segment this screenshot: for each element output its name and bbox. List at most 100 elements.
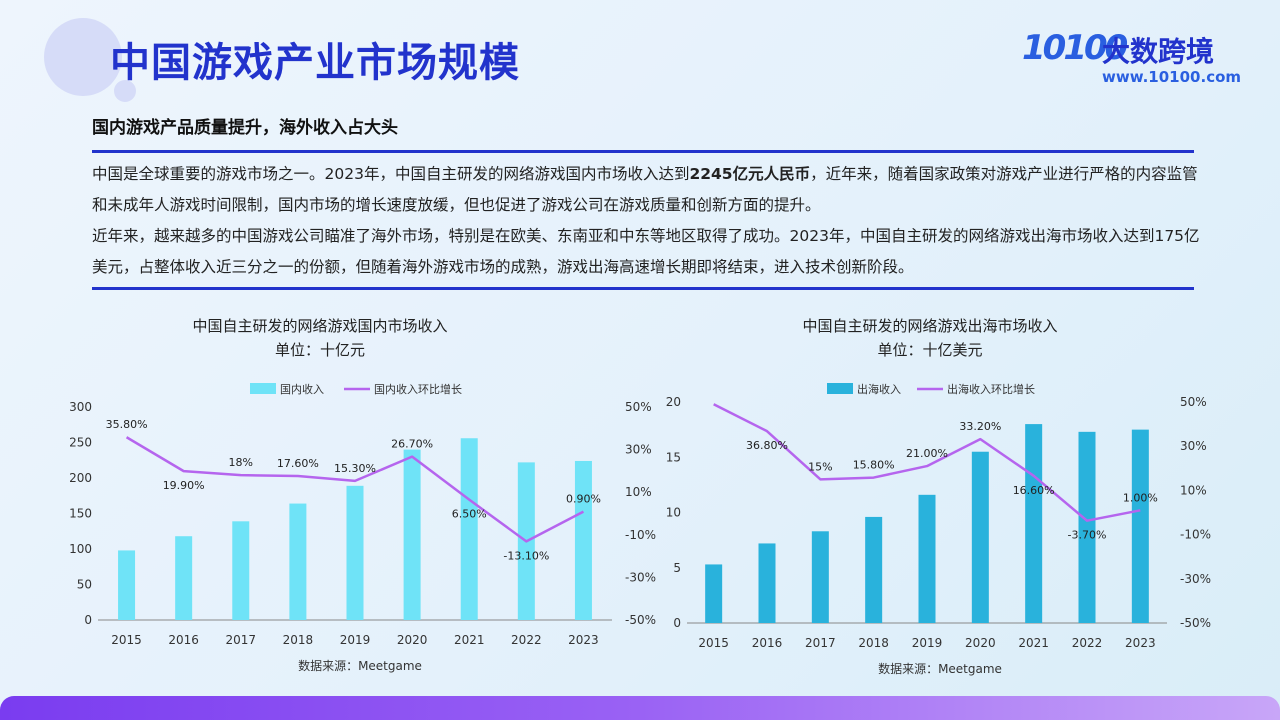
decorative-circle-large [44, 18, 122, 96]
paragraph-1-text-a: 中国是全球重要的游戏市场之一。2023年，中国自主研发的网络游戏国内市场收入达到 [92, 165, 690, 183]
growth-data-label: 18% [229, 456, 253, 469]
growth-data-label: 19.90% [163, 479, 205, 492]
paragraph-2: 近年来，越来越多的中国游戏公司瞄准了海外市场，特别是在欧美、东南亚和中东等地区取… [92, 227, 1200, 276]
y-tick-label: 250 [69, 436, 92, 450]
growth-data-label: 17.60% [277, 457, 319, 470]
y2-tick-label: 30% [625, 443, 652, 457]
growth-data-label: 21.00% [906, 447, 948, 460]
chart-title: 中国自主研发的网络游戏国内市场收入 [192, 317, 447, 335]
bar-2023 [1131, 429, 1149, 623]
growth-data-label: 33.20% [959, 420, 1001, 433]
bar-2018 [289, 503, 307, 620]
bar-2020 [971, 451, 989, 623]
growth-data-label: -3.70% [1068, 529, 1107, 542]
y2-tick-label: 10% [1180, 483, 1207, 497]
x-tick-label: 2018 [858, 636, 889, 650]
growth-data-label: 16.60% [1013, 484, 1055, 497]
growth-data-label: 15.80% [853, 459, 895, 472]
section-subtitle: 国内游戏产品质量提升，海外收入占大头 [92, 118, 398, 138]
y2-tick-label: -30% [1180, 572, 1211, 586]
x-tick-label: 2023 [568, 633, 599, 647]
x-tick-label: 2018 [283, 633, 314, 647]
logo-mark: 10100 [1022, 28, 1128, 68]
x-tick-label: 2019 [340, 633, 371, 647]
chart-unit: 单位：十亿美元 [877, 341, 982, 359]
x-tick-label: 2023 [1125, 636, 1156, 650]
growth-line [713, 403, 1141, 522]
divider-bottom [92, 287, 1194, 290]
growth-data-label: -13.10% [503, 549, 549, 562]
y2-tick-label: -30% [625, 570, 656, 584]
chart-source: 数据来源：Meetgame [298, 658, 422, 673]
decorative-circle-small [114, 80, 136, 102]
y2-tick-label: 30% [1180, 439, 1207, 453]
y-tick-label: 50 [77, 578, 92, 592]
legend-line-label: 出海收入环比增长 [947, 382, 1035, 396]
bar-2022 [1078, 431, 1096, 623]
bar-2016 [758, 543, 776, 623]
bar-2017 [232, 521, 250, 620]
chart-source: 数据来源：Meetgame [878, 661, 1002, 676]
bar-2021 [1025, 424, 1043, 623]
x-tick-label: 2022 [511, 633, 542, 647]
y-tick-label: 5 [673, 561, 681, 575]
y2-tick-label: 50% [625, 400, 652, 414]
logo-url: www.10100.com [1102, 68, 1242, 86]
y-tick-label: 200 [69, 471, 92, 485]
growth-data-label: 0.90% [566, 493, 601, 506]
growth-data-label: 1.00% [1123, 491, 1158, 504]
growth-data-label: 26.70% [391, 438, 433, 451]
x-tick-label: 2020 [965, 636, 996, 650]
legend-line-label: 国内收入环比增长 [374, 382, 462, 396]
y2-tick-label: 10% [625, 485, 652, 499]
y-tick-label: 100 [69, 542, 92, 556]
y2-tick-label: -50% [1180, 616, 1211, 630]
y-tick-label: 10 [666, 506, 681, 520]
bar-2021 [460, 438, 478, 620]
x-tick-label: 2020 [397, 633, 428, 647]
bottom-accent-bar [0, 696, 1280, 720]
legend-bar-swatch [250, 383, 276, 394]
divider-top [92, 150, 1194, 153]
x-tick-label: 2016 [168, 633, 199, 647]
growth-data-label: 15.30% [334, 462, 376, 475]
x-tick-label: 2021 [454, 633, 485, 647]
x-tick-label: 2019 [912, 636, 943, 650]
page-title: 中国游戏产业市场规模 [110, 40, 520, 86]
chart-title: 中国自主研发的网络游戏出海市场收入 [802, 317, 1057, 335]
x-tick-label: 2022 [1072, 636, 1103, 650]
legend-bar-swatch [827, 383, 853, 394]
y-tick-label: 20 [666, 395, 681, 409]
y2-tick-label: -10% [625, 528, 656, 542]
bar-2017 [811, 531, 829, 623]
y-tick-label: 150 [69, 507, 92, 521]
y2-tick-label: 50% [1180, 395, 1207, 409]
x-tick-label: 2015 [111, 633, 142, 647]
y2-tick-label: -10% [1180, 528, 1211, 542]
y2-tick-label: -50% [625, 613, 656, 627]
paragraph-1-text-b: ，近年来，随着国家政策对游戏产业进行严格的内容监管和未成年人游戏时间限制，国内市… [92, 165, 1198, 214]
bar-2018 [865, 516, 883, 623]
chart-unit: 单位：十亿元 [275, 341, 365, 359]
x-tick-label: 2021 [1018, 636, 1049, 650]
bar-2020 [403, 449, 421, 620]
y-tick-label: 0 [84, 613, 92, 627]
legend-bar-label: 国内收入 [280, 382, 324, 396]
y-tick-label: 300 [69, 400, 92, 414]
logo-name: 大数跨境 [1102, 35, 1215, 68]
bar-2019 [346, 485, 364, 620]
y-tick-label: 15 [666, 450, 681, 464]
growth-line [125, 436, 585, 543]
x-tick-label: 2016 [752, 636, 783, 650]
growth-data-label: 15% [808, 460, 832, 473]
bar-2015 [705, 564, 723, 623]
paragraph-1-highlight: 2245亿元人民币 [689, 165, 811, 183]
growth-data-label: 6.50% [452, 508, 487, 521]
x-tick-label: 2015 [698, 636, 729, 650]
x-tick-label: 2017 [226, 633, 257, 647]
brand-logo[interactable]: 10100 大数跨境 www.10100.com [1022, 28, 1242, 88]
paragraph-1: 中国是全球重要的游戏市场之一。2023年，中国自主研发的网络游戏国内市场收入达到… [92, 159, 1202, 221]
bar-2016 [175, 536, 193, 620]
